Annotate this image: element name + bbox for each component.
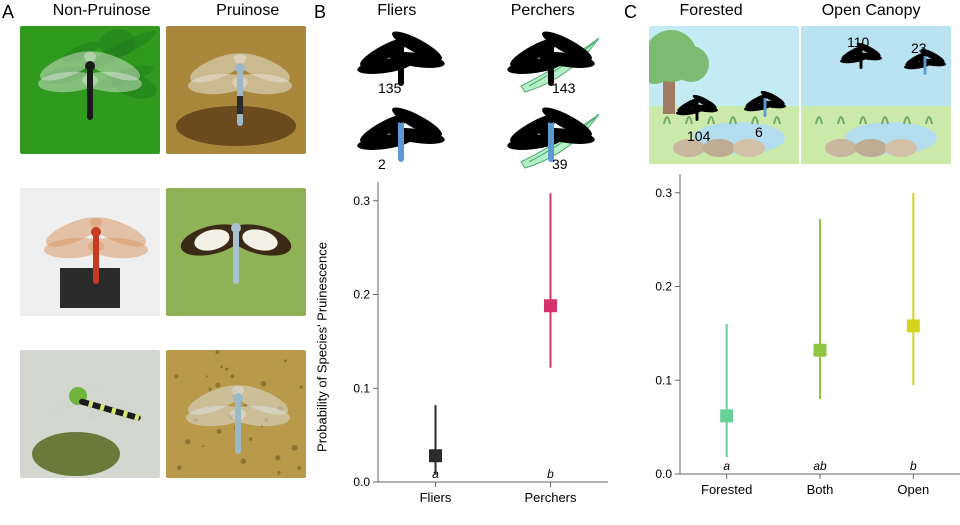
photo-row — [20, 188, 312, 316]
photo — [20, 188, 160, 316]
panel-b-icon-grid: 135 2 143 39 — [330, 26, 622, 172]
icon-column-perchers: 143 39 — [496, 26, 606, 172]
photo — [20, 26, 160, 154]
habitat-count: 6 — [755, 124, 763, 140]
svg-text:Open: Open — [897, 482, 929, 497]
icon-column-fliers: 135 2 — [346, 26, 456, 172]
habitat-dragonfly — [673, 92, 721, 131]
photo-row — [20, 26, 312, 154]
panel-b: B Fliers Perchers 135 2 143 39 Probability … — [312, 0, 622, 525]
icon-cell: 2 — [346, 102, 456, 172]
habitat-count: 23 — [911, 40, 927, 56]
svg-text:0.1: 0.1 — [655, 373, 672, 387]
svg-text:b: b — [547, 467, 554, 481]
habitat-forested: 104 6 — [649, 26, 799, 164]
icon-cell: 39 — [496, 102, 606, 172]
habitat-row: 104 6 110 23 — [640, 26, 960, 164]
habitat-open: 110 23 — [801, 26, 951, 164]
photo — [20, 350, 160, 478]
svg-text:0.2: 0.2 — [353, 288, 370, 302]
header-open-canopy: Open Canopy — [822, 2, 921, 20]
svg-text:0.0: 0.0 — [353, 475, 370, 489]
habitat-count: 104 — [687, 128, 710, 144]
svg-text:Both: Both — [807, 482, 834, 497]
icon-count: 39 — [552, 156, 568, 172]
figure: A Non-Pruinose Pruinose B Fliers Percher… — [0, 0, 960, 525]
photo — [166, 350, 306, 478]
header-perchers: Perchers — [511, 2, 575, 20]
icon-count: 2 — [378, 156, 386, 172]
header-fliers: Fliers — [377, 2, 416, 20]
svg-text:0.1: 0.1 — [353, 381, 370, 395]
svg-text:ab: ab — [813, 459, 827, 473]
chart-c: 0.0 0.1 0.2 0.3 Forested a Both ab Open b — [640, 170, 960, 508]
svg-text:Forested: Forested — [701, 482, 752, 497]
header-non-pruinose: Non-Pruinose — [53, 2, 151, 20]
header-forested: Forested — [680, 2, 743, 20]
panel-letter-a: A — [2, 2, 14, 23]
panel-letter-b: B — [314, 2, 326, 23]
svg-text:0.0: 0.0 — [655, 467, 672, 481]
panel-letter-c: C — [624, 2, 637, 23]
panel-c-headers: Forested Open Canopy — [640, 2, 960, 20]
chart-b-ylabel: Probability of Species' Pruinescence — [315, 242, 330, 452]
svg-text:0.2: 0.2 — [655, 280, 672, 294]
panel-b-headers: Fliers Perchers — [330, 2, 622, 20]
photo — [166, 188, 306, 316]
icon-cell: 135 — [346, 26, 456, 96]
icon-count: 143 — [552, 80, 575, 96]
photo-grid — [20, 26, 312, 478]
svg-text:b: b — [910, 459, 917, 473]
panel-a-headers: Non-Pruinose Pruinose — [20, 2, 312, 20]
habitat-dragonfly — [741, 88, 789, 127]
photo — [166, 26, 306, 154]
header-pruinose: Pruinose — [216, 2, 279, 20]
habitat-count: 110 — [847, 34, 869, 50]
svg-text:a: a — [723, 459, 730, 473]
svg-text:0.3: 0.3 — [353, 194, 370, 208]
icon-count: 135 — [378, 80, 401, 96]
svg-text:Fliers: Fliers — [420, 490, 452, 505]
panel-a: A Non-Pruinose Pruinose — [0, 0, 312, 525]
icon-cell: 143 — [496, 26, 606, 96]
photo-row — [20, 350, 312, 478]
svg-text:0.3: 0.3 — [655, 186, 672, 200]
panel-c: C Forested Open Canopy 104611023 0.00.10… — [622, 0, 960, 525]
chart-b: Probability of Species' Pruinescence 0.0… — [330, 178, 622, 516]
svg-text:Perchers: Perchers — [524, 490, 577, 505]
